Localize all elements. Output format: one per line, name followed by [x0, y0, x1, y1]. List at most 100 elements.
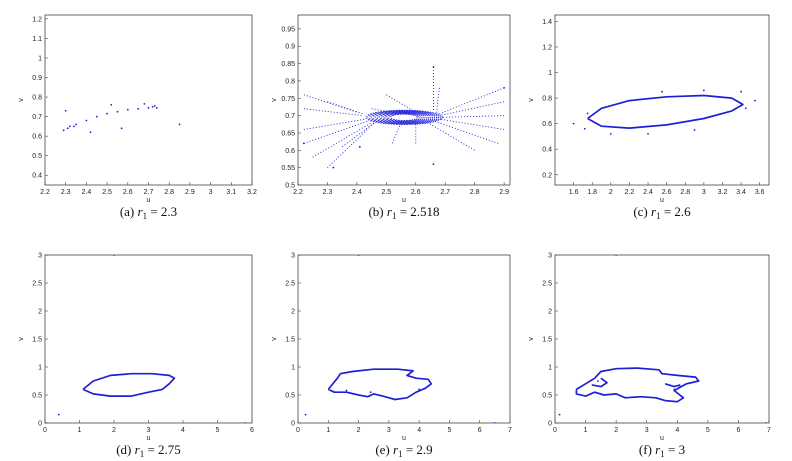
caption-variable: r — [138, 204, 144, 219]
transient-trajectory — [327, 101, 363, 115]
x-tick-label: 4 — [675, 427, 679, 434]
x-tick-label: 4 — [181, 427, 185, 434]
data-point — [151, 105, 154, 108]
trajectory-curve — [591, 377, 608, 388]
spiral-orbit — [369, 110, 439, 125]
data-point — [586, 112, 589, 115]
caption-variable: r — [387, 204, 393, 219]
y-tick-label: 3 — [548, 253, 552, 260]
y-axis-label: v — [271, 337, 278, 341]
subplot-caption: (a) r1 = 2.3 — [120, 204, 177, 221]
x-tick-label: 2.6 — [411, 189, 421, 196]
x-tick-label: 2.5 — [102, 189, 112, 196]
plot-area — [558, 255, 767, 423]
x-axis-label: u — [660, 435, 664, 442]
x-tick-label: 3.2 — [247, 189, 257, 196]
transient-trajectory — [439, 118, 505, 130]
data-point — [75, 123, 77, 126]
data-point — [153, 104, 156, 107]
caption-variable: r — [651, 204, 657, 219]
transient-trajectory — [439, 101, 505, 117]
spiral-orbit — [378, 111, 430, 123]
y-tick-label: 0.8 — [542, 96, 552, 103]
data-point — [754, 99, 756, 102]
plot-area — [62, 103, 181, 134]
x-tick-label: 2.7 — [144, 189, 154, 196]
y-tick-label: 3 — [38, 253, 42, 260]
x-axis-label: u — [402, 197, 406, 204]
data-point — [57, 413, 60, 416]
caption-value: = 2.6 — [661, 204, 692, 219]
y-tick-label: 1 — [38, 55, 42, 62]
caption-prefix: (e) — [375, 442, 393, 457]
data-point — [673, 388, 676, 391]
data-point — [85, 119, 88, 122]
y-tick-label: 0.4 — [542, 147, 552, 154]
spiral-orbit — [371, 110, 437, 125]
x-tick-label: 3.1 — [226, 189, 236, 196]
x-tick-label: 5 — [216, 427, 220, 434]
transient-trajectory — [303, 94, 358, 113]
y-tick-label: 0 — [291, 421, 295, 428]
plot-area — [45, 255, 246, 423]
transient-trajectory — [391, 122, 402, 144]
data-point — [693, 129, 696, 131]
x-tick-label: 6 — [250, 427, 254, 434]
caption-subscript: 1 — [392, 211, 397, 221]
trajectory-curve — [575, 367, 700, 403]
data-point — [609, 132, 612, 135]
data-point — [418, 388, 421, 391]
x-tick-label: 2.8 — [164, 189, 174, 196]
transient-trajectory — [442, 115, 505, 118]
y-tick-label: 0.55 — [281, 165, 295, 172]
x-tick-label: 5 — [447, 427, 451, 434]
y-tick-label: 1.5 — [285, 337, 295, 344]
trajectory-curve — [587, 94, 744, 129]
spiral-orbit — [386, 113, 422, 122]
x-tick-label: 3 — [645, 427, 649, 434]
x-tick-label: 1 — [584, 427, 588, 434]
data-point — [596, 380, 599, 382]
caption-variable: r — [135, 442, 141, 457]
y-axis-label: v — [528, 98, 535, 102]
data-point — [765, 422, 767, 423]
subplot-a: 2.2 2.3 2.4 2.5 2.6 2.7 2.8 2.9 3 3.1 3.2 0.4 0.5 0.6… — [18, 14, 257, 221]
x-tick-label: 6 — [478, 427, 482, 434]
data-point — [302, 142, 305, 145]
spiral-orbit — [380, 112, 428, 123]
x-tick-label: 1 — [326, 427, 330, 434]
x-tick-label: 2.2 — [40, 189, 50, 196]
x-tick-label: 3.2 — [718, 189, 728, 196]
caption-variable: r — [655, 442, 661, 457]
data-point — [332, 166, 335, 169]
x-axis-label: u — [402, 435, 406, 442]
x-tick-label: 6 — [736, 427, 740, 434]
caption-subscript: 1 — [140, 449, 145, 459]
transient-trajectory — [435, 87, 440, 114]
y-axis-label: v — [18, 98, 25, 102]
data-point — [126, 108, 129, 111]
subplot-caption: (c) r1 = 2.6 — [633, 204, 691, 221]
y-tick-label: 1 — [38, 365, 42, 372]
x-tick-label: 4 — [417, 427, 421, 434]
trajectory-curve — [327, 368, 433, 401]
caption-value: = 2.9 — [403, 442, 433, 457]
caption-variable: r — [393, 442, 399, 457]
data-point — [106, 112, 108, 115]
plot-frame — [297, 254, 511, 424]
y-tick-label: 0.5 — [285, 183, 295, 190]
y-tick-label: 0.2 — [542, 172, 552, 179]
caption-subscript: 1 — [143, 211, 148, 221]
y-tick-label: 1 — [548, 70, 552, 77]
subplot-caption: (b) r1 = 2.518 — [368, 204, 439, 221]
data-point — [345, 389, 348, 392]
caption-value: = 2.518 — [396, 204, 439, 219]
y-tick-label: 1 — [548, 365, 552, 372]
y-tick-label: 0 — [548, 421, 552, 428]
data-point — [369, 391, 372, 394]
x-tick-label: 3.4 — [736, 189, 746, 196]
y-tick-label: 2 — [38, 309, 42, 316]
y-tick-label: 0.5 — [32, 393, 42, 400]
